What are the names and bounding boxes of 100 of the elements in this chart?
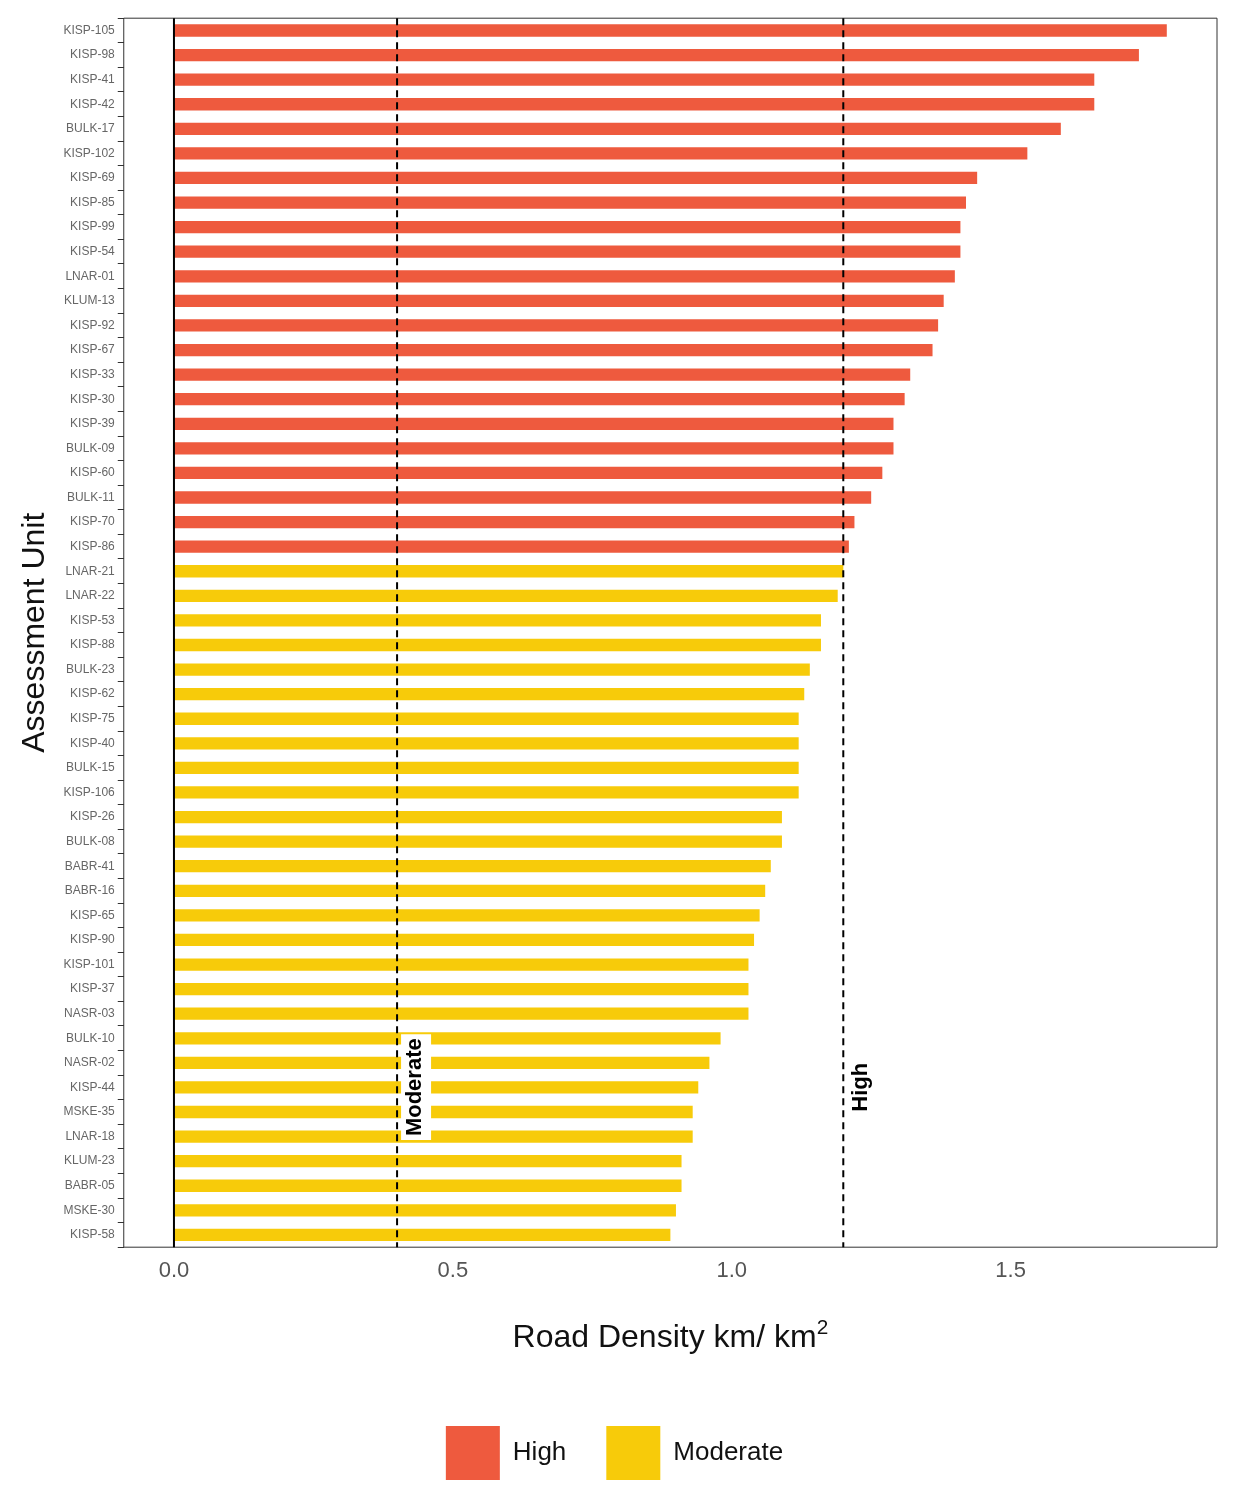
bar (173, 688, 805, 701)
y-tick-label: KISP-33 (70, 366, 116, 381)
ref-line-label: Moderate (401, 1038, 427, 1137)
y-tick-label: KISP-105 (63, 22, 116, 37)
y-tick-label: KISP-39 (70, 416, 116, 431)
bar (173, 73, 1095, 86)
y-tick-label: KISP-75 (70, 711, 116, 726)
bar (173, 245, 961, 258)
y-axis-title: Assessment Unit (15, 512, 52, 753)
bar (173, 515, 855, 529)
y-tick-label: BABR-05 (64, 1178, 116, 1193)
y-tick-label: BULK-08 (66, 833, 116, 848)
bar (173, 171, 978, 185)
ref-line-label: High (847, 1062, 873, 1112)
y-tick-label: LNAR-18 (65, 1128, 116, 1143)
bar (173, 220, 961, 234)
bar (173, 810, 782, 824)
bar (173, 393, 905, 406)
y-tick-label: KISP-88 (70, 637, 116, 652)
bar (173, 343, 933, 357)
x-tick-label: 0.5 (437, 1257, 469, 1283)
y-tick-label: MSKE-35 (63, 1104, 116, 1119)
bar (173, 933, 755, 947)
bar (173, 1179, 682, 1192)
y-tick-label: BULK-11 (66, 489, 116, 504)
bar (173, 48, 1139, 62)
y-tick-label: KISP-98 (70, 47, 116, 62)
y-tick-label: NASR-03 (64, 1006, 116, 1020)
y-tick-label: LNAR-01 (65, 268, 116, 283)
bar (173, 270, 955, 283)
y-tick-label: KISP-69 (70, 170, 116, 185)
bar (173, 909, 760, 922)
bar (173, 98, 1095, 111)
bar (173, 589, 838, 602)
y-tick-label: KISP-65 (70, 907, 116, 922)
x-tick-label: 1.5 (995, 1257, 1026, 1283)
y-tick-label: KISP-60 (70, 465, 116, 480)
bar (173, 1204, 676, 1217)
y-tick-label: BABR-41 (64, 858, 116, 873)
y-tick-label: KISP-70 (70, 514, 116, 529)
bar (173, 884, 766, 897)
y-tick-label: KISP-40 (70, 735, 116, 750)
bar (173, 663, 810, 676)
bar (173, 1155, 682, 1168)
bar (173, 147, 1028, 160)
y-tick-label: KISP-85 (70, 194, 116, 209)
y-tick-label: BULK-15 (66, 760, 116, 775)
y-tick-label: KISP-53 (70, 612, 116, 627)
x-tick-label: 1.0 (716, 1257, 748, 1283)
bar (173, 786, 799, 799)
bar (173, 958, 749, 971)
bar (173, 442, 894, 455)
y-tick-label: LNAR-21 (65, 563, 116, 578)
y-tick-label: KISP-90 (70, 932, 116, 947)
y-tick-label: KISP-41 (70, 71, 116, 86)
bar (173, 614, 821, 627)
bar (173, 565, 844, 578)
bar (173, 417, 894, 430)
legend-label: Moderate (673, 1436, 784, 1467)
legend-label: High (512, 1436, 567, 1467)
bar (173, 835, 782, 848)
y-tick-label: KISP-42 (70, 96, 116, 111)
y-tick-label: KISP-101 (63, 956, 116, 971)
y-tick-label: KISP-58 (70, 1227, 116, 1242)
y-tick-label: KISP-37 (70, 981, 116, 996)
x-tick-label: 0.0 (158, 1257, 190, 1283)
bar (173, 1007, 749, 1020)
y-tick-label: BULK-10 (66, 1030, 116, 1045)
bar (173, 540, 849, 553)
bar (173, 122, 1061, 135)
y-tick-label: BULK-09 (66, 440, 116, 455)
bar (173, 466, 883, 480)
bar (173, 982, 749, 996)
y-tick-label: KLUM-13 (64, 293, 116, 308)
bar (173, 712, 799, 725)
y-tick-label: KISP-86 (70, 538, 116, 553)
y-tick-label: KISP-26 (70, 809, 116, 824)
bar (173, 1228, 671, 1242)
y-tick-label: BABR-16 (64, 883, 116, 898)
y-tick-label: KISP-106 (63, 784, 116, 799)
bar (173, 737, 799, 750)
y-tick-label: KISP-92 (70, 317, 116, 332)
bar (173, 294, 944, 308)
bar (173, 196, 966, 209)
bar (173, 638, 821, 652)
bar (173, 24, 1167, 37)
y-tick-label: KISP-102 (63, 145, 116, 160)
y-tick-label: KISP-44 (70, 1079, 116, 1094)
bar (173, 319, 939, 332)
bar (173, 368, 911, 381)
y-tick-label: BULK-23 (66, 661, 116, 676)
y-tick-label: BULK-17 (66, 121, 116, 136)
y-tick-label: KLUM-23 (64, 1153, 116, 1168)
y-tick-label: MSKE-30 (63, 1202, 116, 1217)
y-tick-label: KISP-99 (70, 219, 116, 234)
y-tick-label: KISP-62 (70, 686, 116, 701)
bar (173, 491, 872, 504)
y-tick-label: LNAR-22 (65, 588, 116, 603)
y-tick-label: NASR-02 (64, 1055, 116, 1070)
y-tick-label: KISP-54 (70, 244, 116, 259)
